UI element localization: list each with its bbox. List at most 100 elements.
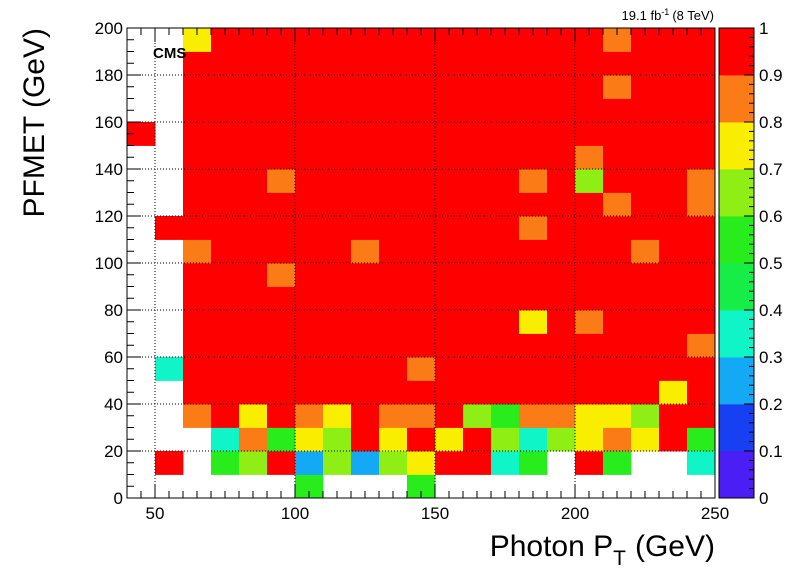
heatmap-cell — [323, 75, 352, 99]
heatmap-cell — [211, 451, 240, 475]
heatmap-cell — [631, 404, 660, 428]
heatmap-cell — [183, 216, 212, 240]
heatmap-cell — [491, 192, 520, 217]
heatmap-cell — [659, 28, 688, 52]
heatmap-cell — [239, 404, 268, 428]
heatmap-cell — [379, 263, 408, 287]
heatmap-cell — [351, 404, 380, 428]
heatmap-cell — [575, 239, 604, 264]
colorbar-swatch — [719, 169, 754, 217]
x-tick-label: 200 — [561, 504, 589, 523]
heatmap-cell — [351, 145, 380, 170]
y-tick-label: 160 — [95, 113, 123, 132]
heatmap-cell — [351, 169, 380, 193]
heatmap-cell — [603, 380, 632, 405]
heatmap-cell — [323, 28, 352, 52]
heatmap-cell — [631, 380, 660, 405]
heatmap-cell — [575, 333, 604, 358]
heatmap-cell — [183, 286, 212, 311]
heatmap-cell — [295, 474, 324, 499]
heatmap-cell — [379, 192, 408, 217]
luminosity-exponent: -1 — [661, 7, 669, 17]
heatmap-cell — [267, 333, 296, 358]
heatmap-cell — [351, 75, 380, 99]
colorbar-tick-label: 0.1 — [759, 442, 783, 461]
heatmap-cell — [575, 263, 604, 287]
heatmap-cell — [687, 28, 716, 52]
heatmap-cell — [603, 28, 632, 52]
heatmap-cell — [407, 216, 436, 240]
heatmap-cell — [631, 286, 660, 311]
heatmap-cell — [351, 427, 380, 452]
heatmap-cell — [323, 427, 352, 452]
heatmap-cell — [211, 263, 240, 287]
heatmap-cell — [547, 75, 576, 99]
heatmap-cell — [239, 357, 268, 381]
heatmap-cell — [211, 286, 240, 311]
heatmap-cell — [407, 239, 436, 264]
heatmap-cell — [407, 333, 436, 358]
heatmap-cell — [547, 51, 576, 76]
heatmap-cell — [267, 451, 296, 475]
heatmap-cell — [323, 145, 352, 170]
y-tick-label: 60 — [104, 348, 123, 367]
heatmap-cell — [519, 333, 548, 358]
heatmap-cell — [351, 51, 380, 76]
heatmap-cell — [295, 145, 324, 170]
colorbar-tick-label: 0.2 — [759, 395, 783, 414]
heatmap-cell — [435, 75, 464, 99]
heatmap-cell — [519, 169, 548, 193]
heatmap-cell — [435, 98, 464, 123]
heatmap-cell — [407, 51, 436, 76]
heatmap-cell — [603, 239, 632, 264]
heatmap-cell — [631, 333, 660, 358]
heatmap-cell — [435, 169, 464, 193]
heatmap-cell — [547, 192, 576, 217]
heatmap-cell — [211, 75, 240, 99]
x-tick-label: 100 — [281, 504, 309, 523]
heatmap-cell — [379, 310, 408, 334]
heatmap-cell — [267, 286, 296, 311]
heatmap-cell — [547, 145, 576, 170]
heatmap-cell — [659, 51, 688, 76]
heatmap-cell — [379, 28, 408, 52]
heatmap-cell — [267, 145, 296, 170]
x-tick-label: 50 — [146, 504, 165, 523]
heatmap-cell — [603, 357, 632, 381]
colorbar-tick-label: 0.6 — [759, 207, 783, 226]
heatmap-cell — [183, 263, 212, 287]
heatmap-cell — [575, 192, 604, 217]
heatmap-cell — [323, 310, 352, 334]
heatmap-cell — [687, 263, 716, 287]
heatmap-cell — [211, 310, 240, 334]
heatmap-cell — [631, 239, 660, 264]
heatmap-cell — [155, 451, 184, 475]
heatmap-cell — [659, 98, 688, 123]
heatmap-cell — [519, 51, 548, 76]
heatmap-cell — [631, 98, 660, 123]
heatmap-cell — [211, 239, 240, 264]
heatmap-cell — [407, 28, 436, 52]
heatmap-cell — [491, 333, 520, 358]
heatmap-cell — [407, 75, 436, 99]
heatmap-cell — [351, 357, 380, 381]
colorbar-tick-label: 0.7 — [759, 160, 783, 179]
heatmap-cell — [575, 145, 604, 170]
colorbar-tick-label: 0.9 — [759, 66, 783, 85]
x-axis-label-unit: (GeV) — [635, 530, 715, 563]
heatmap-cell — [659, 380, 688, 405]
heatmap-cell — [631, 427, 660, 452]
colorbar: 0 0.1 0.2 0.3 0.4 0.5 0.6 0.7 0.8 0.9 1 — [718, 19, 783, 508]
heatmap-cell — [463, 286, 492, 311]
heatmap-cell — [379, 216, 408, 240]
heatmap-cell — [519, 263, 548, 287]
heatmap-cell — [687, 98, 716, 123]
heatmap-cell — [491, 145, 520, 170]
heatmap-cell — [407, 263, 436, 287]
heatmap-cell — [211, 169, 240, 193]
heatmap-cell — [603, 333, 632, 358]
heatmap-cell — [491, 263, 520, 287]
heatmap-cell — [603, 286, 632, 311]
heatmap-cell — [603, 145, 632, 170]
